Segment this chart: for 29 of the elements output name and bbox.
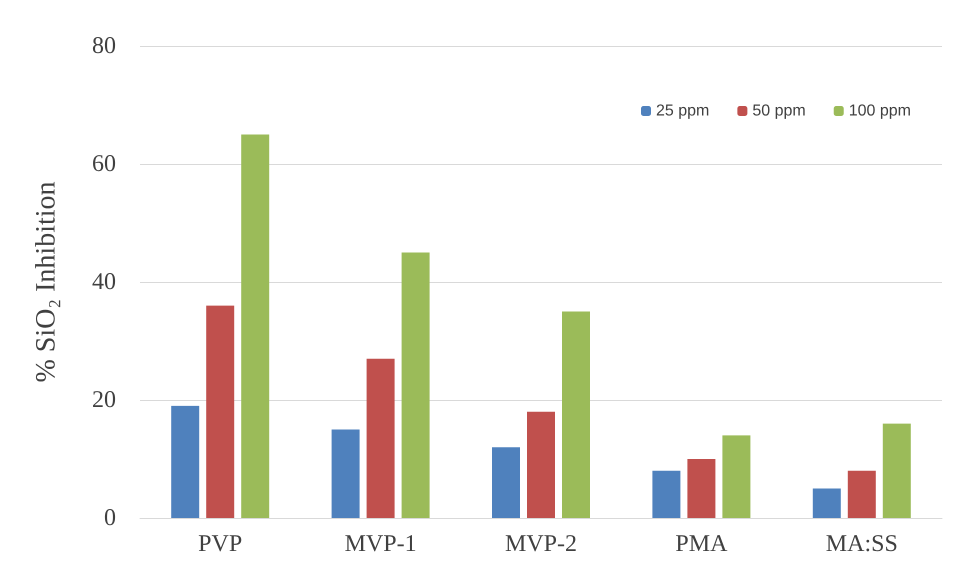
bar — [652, 470, 680, 518]
bar — [402, 252, 430, 518]
bar — [366, 358, 395, 518]
bar — [687, 459, 716, 518]
bar — [206, 306, 234, 518]
y-tick-label: 40 — [92, 269, 116, 295]
legend-label: 25 ppm — [656, 102, 710, 120]
legend-label: 50 ppm — [752, 102, 806, 120]
x-tick-label: PMA — [675, 531, 728, 557]
x-tick-label: MA:SS — [826, 531, 898, 557]
bar — [241, 134, 270, 518]
x-tick-label: PVP — [198, 531, 242, 557]
bar — [812, 488, 841, 518]
bar — [848, 470, 876, 518]
bar — [882, 424, 911, 518]
bar — [722, 435, 750, 518]
bar — [492, 447, 520, 518]
bar — [527, 412, 555, 518]
y-tick-label: 20 — [92, 387, 116, 413]
y-tick-label: 0 — [104, 505, 116, 531]
bar — [332, 430, 360, 518]
bar — [171, 406, 200, 518]
x-tick-label: MVP-1 — [344, 531, 417, 557]
y-tick-label: 60 — [92, 151, 116, 177]
bar — [562, 312, 590, 518]
x-tick-label: MVP-2 — [504, 531, 578, 557]
y-axis-title: % SiO₂ Inhibition — [30, 181, 62, 383]
y-tick-label: 80 — [92, 33, 116, 59]
legend-label: 100 ppm — [848, 102, 911, 120]
